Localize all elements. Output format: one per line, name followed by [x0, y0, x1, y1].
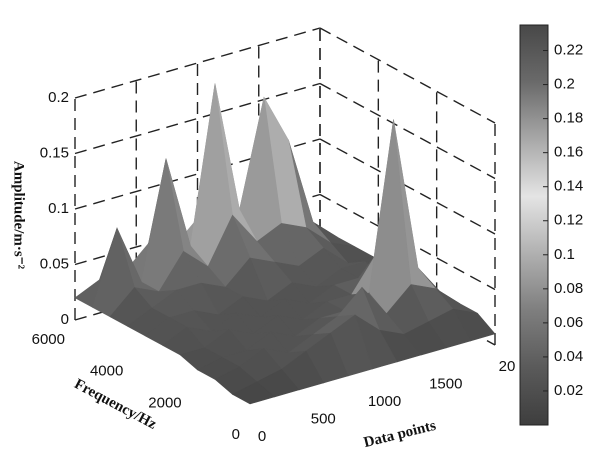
grid-line [319, 82, 496, 180]
colorbar-tick-label: 0.06 [554, 314, 583, 331]
colorbar-tick-label: 0.22 [554, 42, 583, 59]
y-tick-label: 0 [232, 426, 240, 443]
grid-line [319, 27, 496, 124]
grid-line [74, 27, 321, 99]
surface [74, 83, 496, 405]
y-tick-label: 4000 [90, 363, 123, 380]
z-axis-label: Amplitude/m·s⁻² [11, 161, 27, 270]
grid-line [319, 138, 496, 235]
z-tick-label: 0.05 [40, 255, 69, 272]
y-axis-label: Frequency/Hz [72, 376, 160, 433]
grid-line [74, 82, 321, 155]
colorbar-tick-label: 0.04 [554, 348, 583, 365]
x-axis-label: Data points [362, 418, 438, 451]
z-tick-label: 0.2 [48, 89, 69, 106]
x-tick-label: 20 [499, 358, 516, 375]
z-tick-label: 0 [61, 311, 69, 328]
colorbar-tick-label: 0.2 [554, 76, 575, 93]
x-tick-label: 1500 [429, 375, 462, 392]
x-tick-label: 1000 [368, 393, 401, 410]
y-tick-label: 2000 [148, 394, 181, 411]
colorbar-tick-label: 0.14 [554, 178, 583, 195]
x-tick-label: 500 [311, 410, 336, 427]
colorbar-tick-label: 0.1 [554, 246, 575, 263]
z-tick-label: 0.15 [40, 144, 69, 161]
z-tick-label: 0.1 [48, 200, 69, 217]
surface-cell [231, 381, 276, 405]
annotations: 0 0.05 0.1 0.15 0.2 0 500 1000 1500 20 0 2000 4000 60… [11, 24, 583, 451]
colorbar-tick-label: 0.08 [554, 280, 583, 297]
y-tick-label: 6000 [32, 331, 65, 348]
colorbar-tick-label: 0.18 [554, 110, 583, 127]
colorbar [519, 24, 549, 426]
colorbar-tick-label: 0.02 [554, 382, 583, 399]
colorbar-tick-label: 0.12 [554, 212, 583, 229]
colorbar-tick-label: 0.16 [554, 144, 583, 161]
x-tick-label: 0 [258, 428, 266, 445]
